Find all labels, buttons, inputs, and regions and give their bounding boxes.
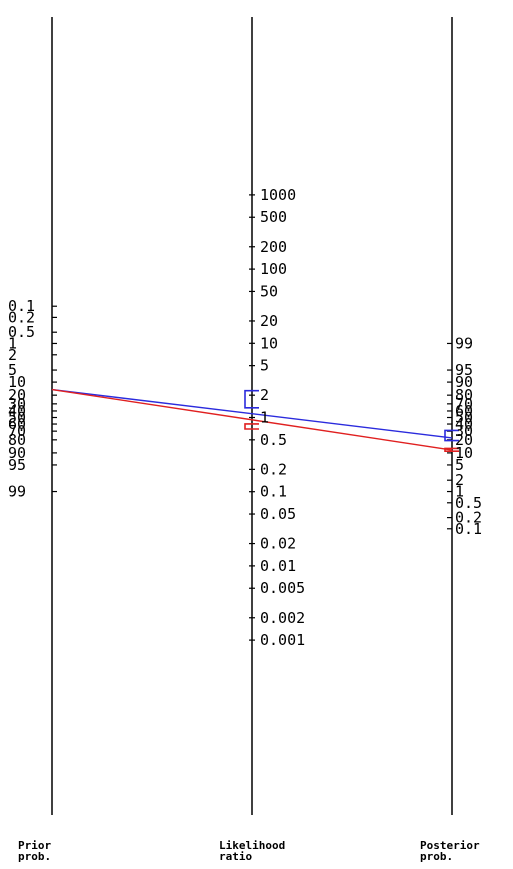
result-line-2 — [51, 388, 453, 451]
prior-tick-label: 0.1 — [8, 297, 35, 315]
likelihood-tick-label: 0.001 — [260, 631, 305, 649]
likelihood-ci-marker-2 — [244, 423, 259, 430]
likelihood-tick-label: 0.002 — [260, 609, 305, 627]
posterior-tick-label: 70 — [455, 395, 473, 413]
posterior-tick-label: 0.2 — [455, 509, 482, 527]
likelihood-tick-label: 2 — [260, 386, 269, 404]
likelihood-tick-label: 5 — [260, 357, 269, 375]
prior-tick-label: 30 — [8, 395, 26, 413]
prior-tick-label: 0.5 — [8, 323, 35, 341]
result-line-1 — [51, 388, 453, 439]
posterior-ci-marker-2 — [444, 447, 459, 452]
prior-caption-line2: prob. — [18, 850, 51, 863]
posterior-tick-label: 10 — [455, 444, 473, 462]
prior-tick-label: 1 — [8, 334, 17, 352]
prior-tick-label: 50 — [8, 409, 26, 427]
likelihood-caption-line2: ratio — [219, 850, 252, 863]
likelihood-tick-label: 0.05 — [260, 505, 296, 523]
prior-tick-label: 95 — [8, 456, 26, 474]
prior-tick-label: 99 — [8, 483, 26, 501]
prior-tick-label: 10 — [8, 373, 26, 391]
likelihood-tick-label: 20 — [260, 312, 278, 330]
posterior-caption-line1: Posterior — [420, 839, 480, 852]
likelihood-tick-label: 0.2 — [260, 460, 287, 478]
result-lines — [51, 388, 459, 452]
prior-tick-label: 20 — [8, 386, 26, 404]
prior-tick-label: 60 — [8, 415, 26, 433]
posterior-tick-label: 80 — [455, 386, 473, 404]
likelihood-tick-label: 1000 — [260, 186, 296, 204]
likelihood-tick-label: 0.5 — [260, 431, 287, 449]
prior-tick-label: 2 — [8, 346, 17, 364]
posterior-tick-label: 1 — [455, 483, 464, 501]
posterior-tick-label: 95 — [455, 361, 473, 379]
likelihood-ci-marker-1 — [244, 389, 259, 409]
prior-tick-label: 40 — [8, 402, 26, 420]
prior-tick-label: 0.2 — [8, 308, 35, 326]
likelihood-tick-label: 10 — [260, 334, 278, 352]
axes-group — [51, 17, 453, 815]
likelihood-tick-label: 1 — [260, 409, 269, 427]
prior-tick-label: 90 — [8, 444, 26, 462]
tick-labels: 0.10.20.51251020304050607080909599999590… — [8, 186, 482, 649]
prior-tick-label: 80 — [8, 431, 26, 449]
posterior-tick-label: 30 — [455, 422, 473, 440]
posterior-ci-marker-1 — [444, 429, 459, 442]
posterior-tick-label: 40 — [455, 415, 473, 433]
likelihood-tick-label: 500 — [260, 208, 287, 226]
likelihood-caption-line1: Likelihood — [219, 839, 285, 852]
posterior-tick-label: 0.1 — [455, 520, 482, 538]
likelihood-tick-label: 50 — [260, 282, 278, 300]
posterior-tick-label: 2 — [455, 471, 464, 489]
posterior-tick-label: 60 — [455, 402, 473, 420]
likelihood-tick-label: 0.01 — [260, 557, 296, 575]
posterior-tick-label: 50 — [455, 409, 473, 427]
posterior-tick-label: 99 — [455, 334, 473, 352]
likelihood-tick-label: 0.1 — [260, 483, 287, 501]
posterior-caption-line2: prob. — [420, 850, 453, 863]
prior-caption-line1: Prior — [18, 839, 51, 852]
axis-captions: Prior prob. Likelihood ratio Posterior p… — [18, 839, 480, 863]
likelihood-tick-label: 0.02 — [260, 535, 296, 553]
posterior-tick-label: 20 — [455, 431, 473, 449]
posterior-tick-label: 0.5 — [455, 494, 482, 512]
likelihood-tick-label: 200 — [260, 238, 287, 256]
posterior-tick-label: 90 — [455, 373, 473, 391]
prior-tick-label: 5 — [8, 361, 17, 379]
likelihood-tick-label: 0.005 — [260, 579, 305, 597]
likelihood-tick-label: 100 — [260, 260, 287, 278]
posterior-tick-label: 5 — [455, 456, 464, 474]
prior-tick-label: 70 — [8, 422, 26, 440]
